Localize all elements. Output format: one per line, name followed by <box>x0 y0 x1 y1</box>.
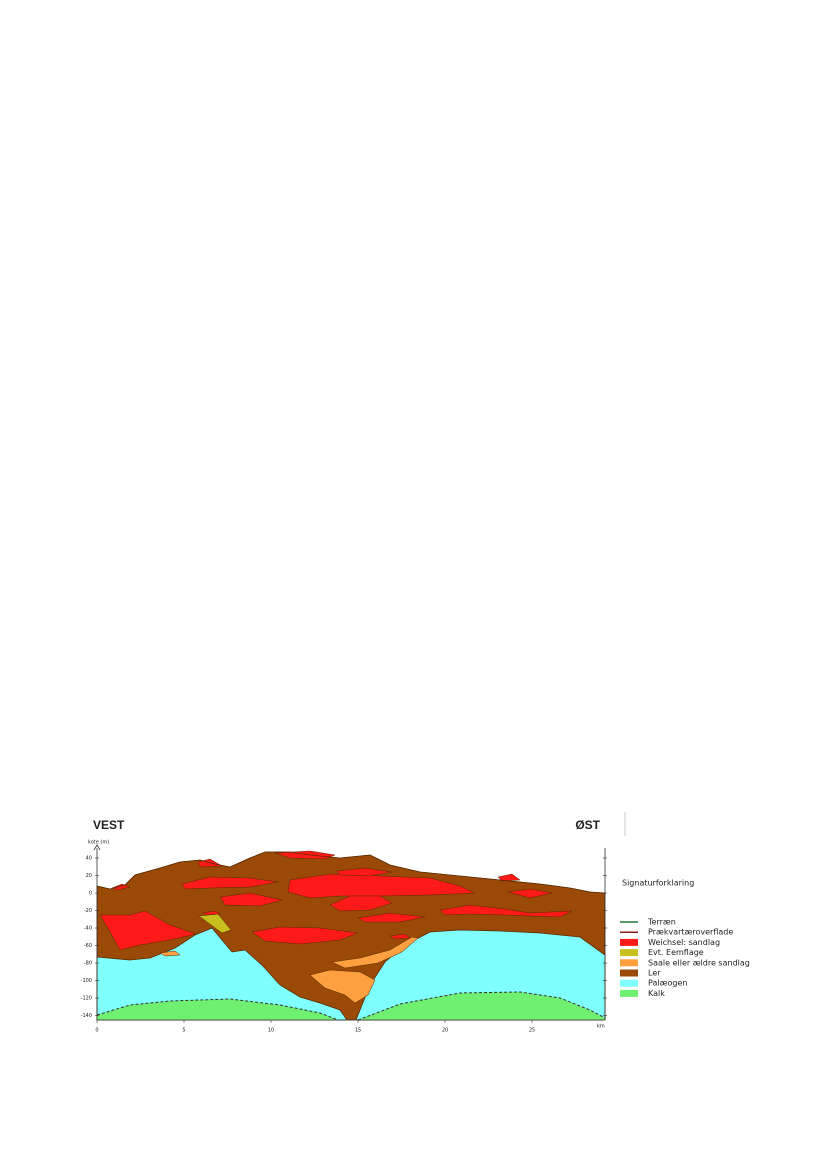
weichsel <box>99 850 573 951</box>
legend-label: Prækvartæroverflade <box>648 928 733 937</box>
legend-swatch <box>620 969 638 977</box>
y-tick-label: 40 <box>86 856 92 862</box>
legend-label: Saale eller ældre sandlag <box>648 958 750 967</box>
saale <box>159 950 181 957</box>
y-tick-label: -100 <box>81 978 92 984</box>
ticks: 40 20 0 -20 -40 -60 -80 -100 -120 -140 0 5 10 15 20 25 <box>81 856 607 1034</box>
terrain-line <box>96 851 606 894</box>
y-tick-label: -140 <box>81 1013 92 1019</box>
y-tick-label: 20 <box>86 873 92 879</box>
y-axis-label: kote (m) <box>88 840 109 846</box>
x-tick-label: 0 <box>95 1028 98 1034</box>
kalk <box>358 992 605 1020</box>
legend-label: Weichsel: sandlag <box>648 938 720 947</box>
axis-arrow <box>93 844 101 851</box>
east-label: ØST <box>575 818 600 832</box>
legend-swatch <box>620 938 638 946</box>
legend-swatch <box>620 989 638 997</box>
legend-label: Terræn <box>647 918 676 927</box>
saale <box>331 936 419 969</box>
legend-swatch <box>620 959 638 967</box>
y-tick-label: -120 <box>81 996 92 1002</box>
y-tick-label: -60 <box>84 943 92 949</box>
x-tick-label: 5 <box>182 1028 185 1034</box>
x-tick-label: 15 <box>355 1028 361 1034</box>
legend-swatch <box>620 949 638 957</box>
legend-label: Palæogen <box>648 979 687 988</box>
x-tick-label: 20 <box>442 1028 448 1034</box>
legend-swatch <box>620 979 638 987</box>
y-tick-label: -40 <box>84 926 92 932</box>
kalk-top <box>357 991 606 1021</box>
y-tick-label: 0 <box>89 891 92 897</box>
saale <box>309 969 376 1004</box>
west-label: VEST <box>93 818 125 832</box>
legend: Signaturforklaring TerrænPrækvartæroverf… <box>620 879 750 998</box>
y-tick-label: -20 <box>84 908 92 914</box>
kalk <box>97 999 338 1020</box>
x-tick-label: 10 <box>268 1028 274 1034</box>
legend-label: Kalk <box>648 989 665 998</box>
kalk-top <box>96 998 339 1021</box>
legend-label: Ler <box>648 969 661 978</box>
x-unit: km <box>597 1024 605 1030</box>
y-tick-label: -80 <box>84 961 92 967</box>
palaeogen <box>96 927 348 1021</box>
legend-title: Signaturforklaring <box>622 879 694 888</box>
x-tick-label: 25 <box>529 1028 535 1034</box>
legend-label: Evt. Eemflage <box>648 948 704 957</box>
cross-section: VEST ØST kote (m) km <box>88 812 626 1030</box>
